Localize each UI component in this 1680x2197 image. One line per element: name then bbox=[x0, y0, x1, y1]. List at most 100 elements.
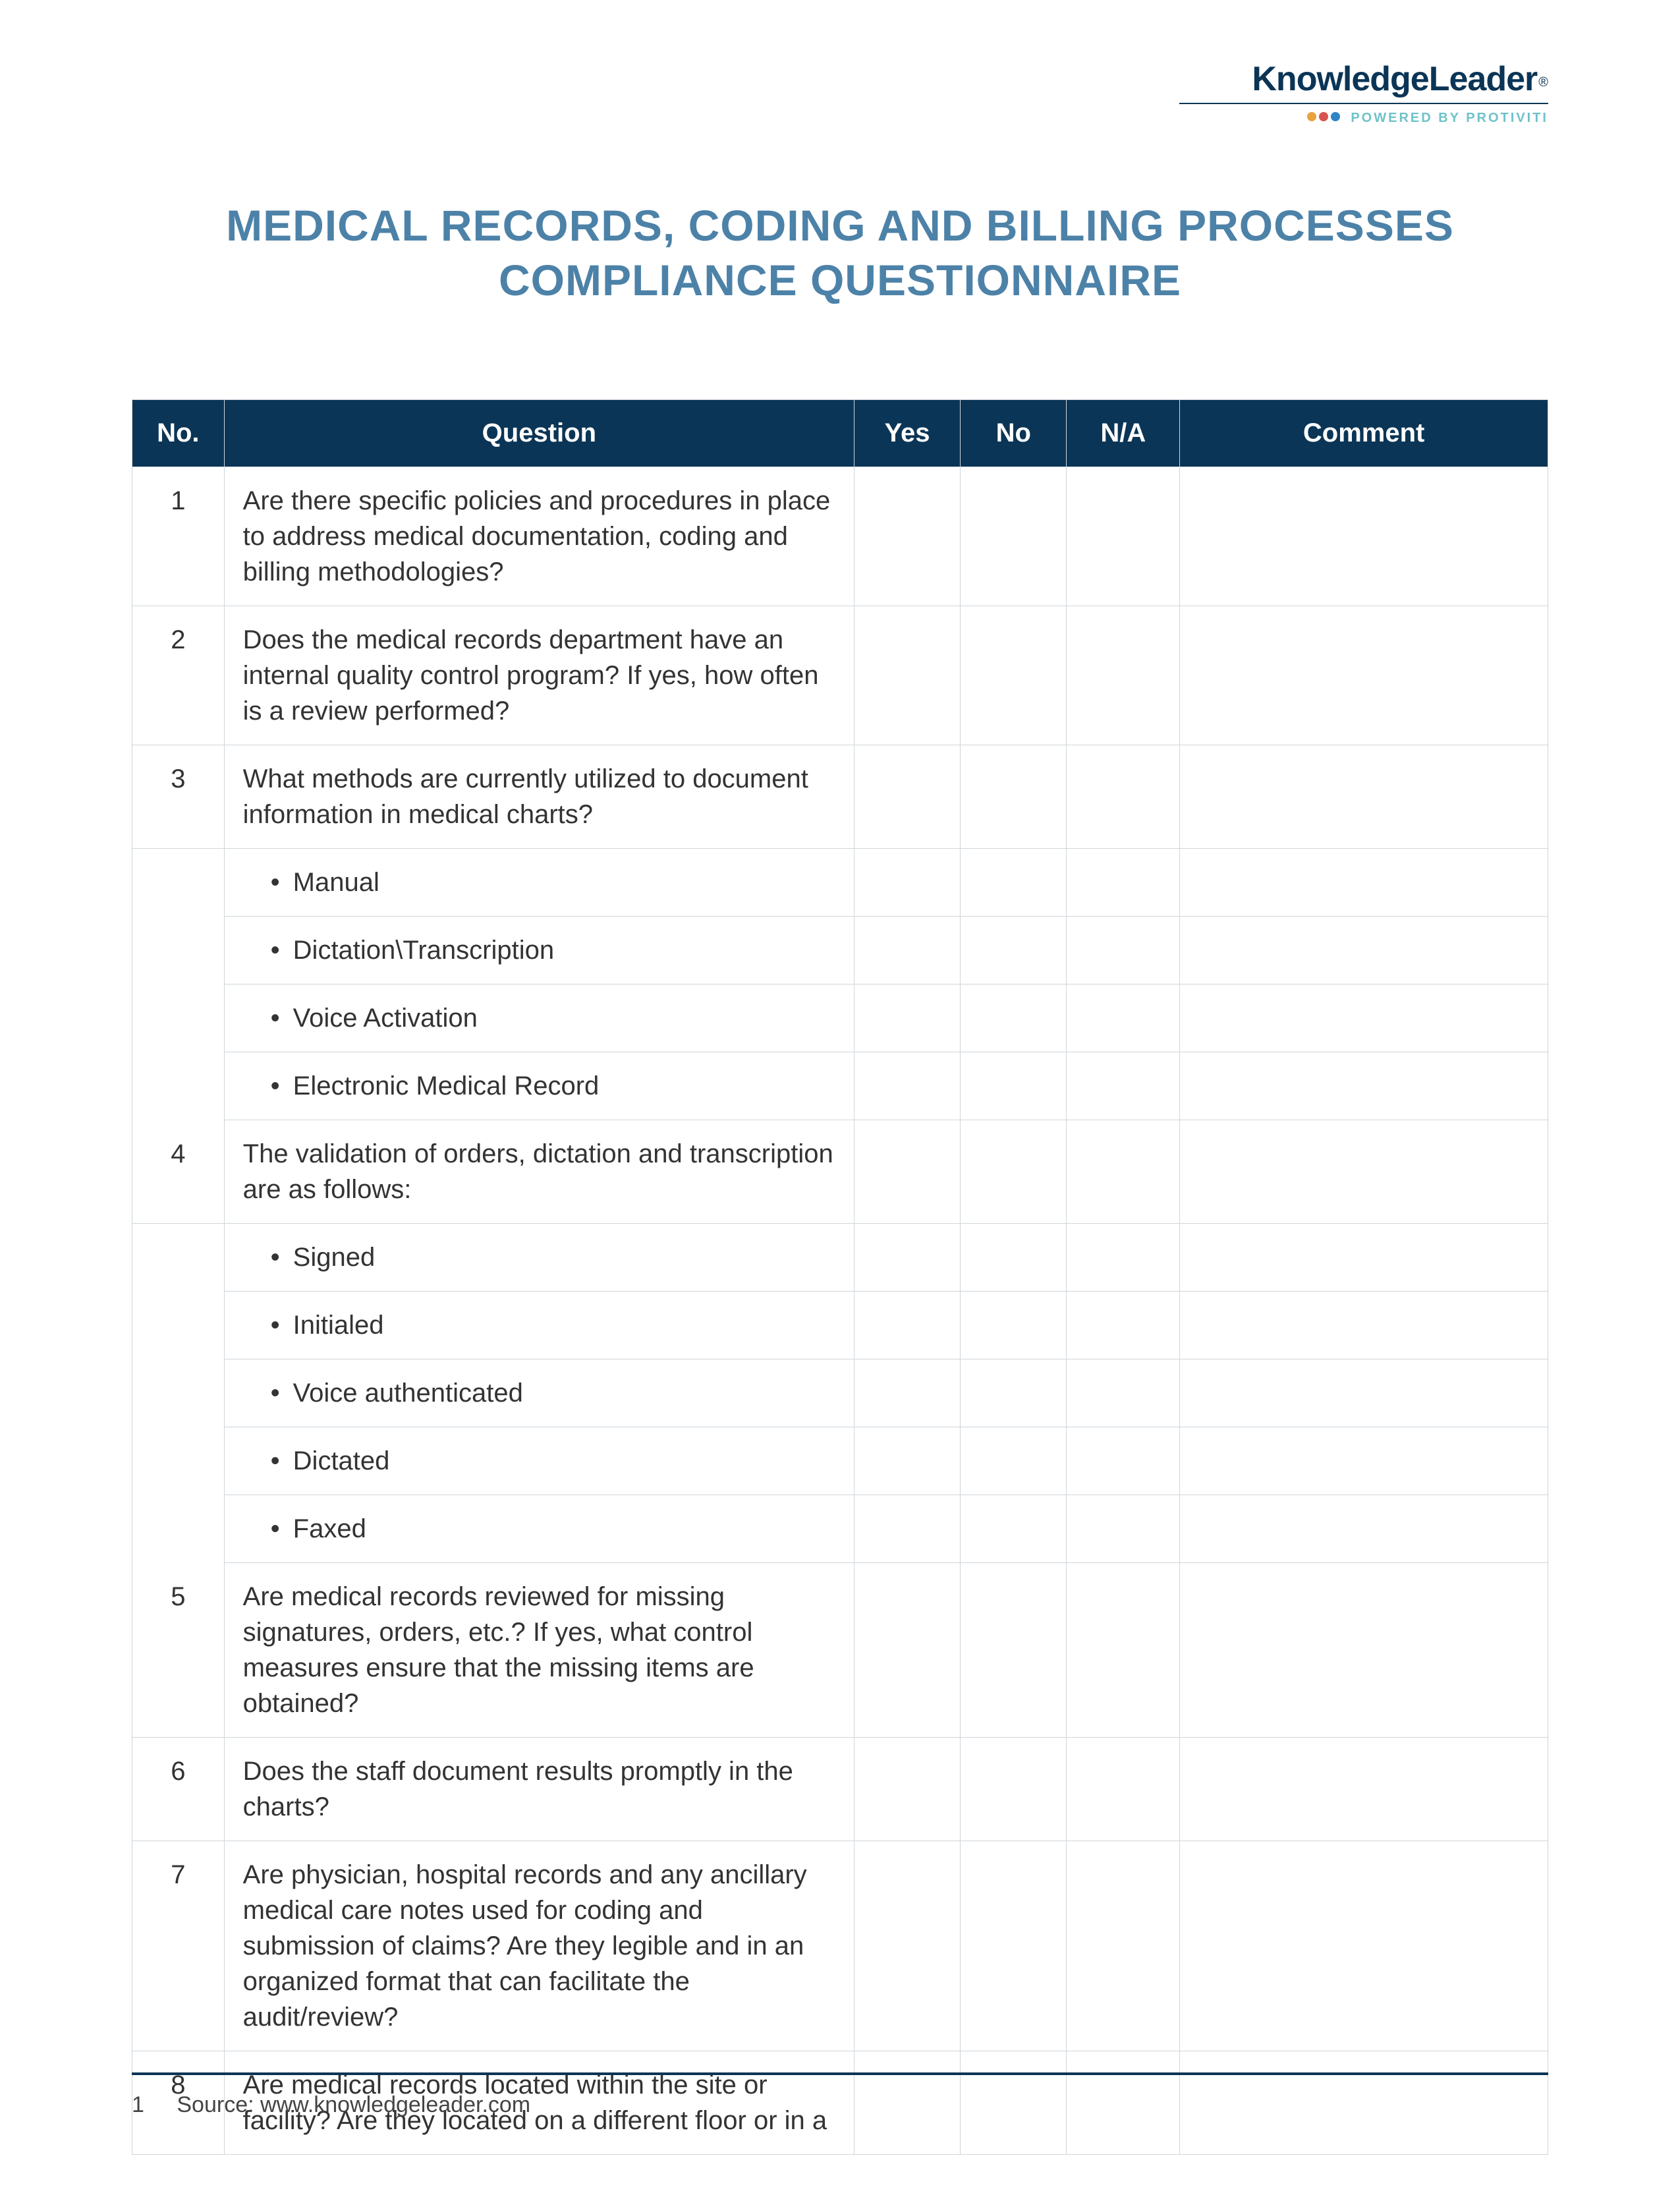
cell-no[interactable] bbox=[961, 745, 1067, 849]
bullet-icon: • bbox=[271, 1375, 293, 1411]
cell-no[interactable] bbox=[961, 467, 1067, 606]
source-label: Source: bbox=[177, 2092, 254, 2117]
cell-na[interactable] bbox=[1067, 1120, 1180, 1224]
cell-na[interactable] bbox=[1067, 606, 1180, 745]
th-question: Question bbox=[224, 400, 854, 467]
cell-comment[interactable] bbox=[1180, 1563, 1548, 1738]
cell-comment[interactable] bbox=[1180, 984, 1548, 1052]
cell-question-sub: •Voice authenticated bbox=[224, 1359, 854, 1427]
cell-comment[interactable] bbox=[1180, 917, 1548, 984]
cell-no[interactable] bbox=[961, 1052, 1067, 1120]
cell-comment[interactable] bbox=[1180, 745, 1548, 849]
cell-no bbox=[132, 1292, 225, 1359]
page-title: MEDICAL RECORDS, CODING AND BILLING PROC… bbox=[132, 198, 1548, 307]
cell-na[interactable] bbox=[1067, 745, 1180, 849]
cell-comment[interactable] bbox=[1180, 1359, 1548, 1427]
cell-no[interactable] bbox=[961, 1563, 1067, 1738]
cell-na[interactable] bbox=[1067, 1292, 1180, 1359]
table-row: 1Are there specific policies and procedu… bbox=[132, 467, 1548, 606]
cell-yes[interactable] bbox=[854, 467, 960, 606]
cell-comment[interactable] bbox=[1180, 1495, 1548, 1563]
cell-comment[interactable] bbox=[1180, 467, 1548, 606]
cell-no[interactable] bbox=[961, 1292, 1067, 1359]
cell-na[interactable] bbox=[1067, 1052, 1180, 1120]
table-row: 2Does the medical records department hav… bbox=[132, 606, 1548, 745]
sub-item-text: Faxed bbox=[293, 1514, 366, 1543]
cell-comment[interactable] bbox=[1180, 849, 1548, 917]
cell-no[interactable] bbox=[961, 1495, 1067, 1563]
cell-no[interactable] bbox=[961, 917, 1067, 984]
cell-comment[interactable] bbox=[1180, 1224, 1548, 1292]
cell-yes[interactable] bbox=[854, 1738, 960, 1841]
title-line-2: COMPLIANCE QUESTIONNAIRE bbox=[499, 256, 1181, 304]
cell-no: 4 bbox=[132, 1120, 225, 1224]
table-row: •Voice authenticated bbox=[132, 1359, 1548, 1427]
cell-no[interactable] bbox=[961, 1120, 1067, 1224]
cell-na[interactable] bbox=[1067, 467, 1180, 606]
cell-comment[interactable] bbox=[1180, 1292, 1548, 1359]
table-row: 6Does the staff document results promptl… bbox=[132, 1738, 1548, 1841]
cell-question: What methods are currently utilized to d… bbox=[224, 745, 854, 849]
cell-na[interactable] bbox=[1067, 1359, 1180, 1427]
cell-no[interactable] bbox=[961, 1427, 1067, 1495]
cell-no bbox=[132, 917, 225, 984]
cell-no[interactable] bbox=[961, 1359, 1067, 1427]
cell-no bbox=[132, 984, 225, 1052]
cell-na[interactable] bbox=[1067, 1495, 1180, 1563]
sub-item-text: Signed bbox=[293, 1243, 376, 1272]
cell-comment[interactable] bbox=[1180, 1052, 1548, 1120]
cell-no[interactable] bbox=[961, 849, 1067, 917]
cell-no[interactable] bbox=[961, 984, 1067, 1052]
cell-yes[interactable] bbox=[854, 1120, 960, 1224]
cell-yes[interactable] bbox=[854, 1841, 960, 2051]
cell-na[interactable] bbox=[1067, 849, 1180, 917]
table-row: •Manual bbox=[132, 849, 1548, 917]
cell-yes[interactable] bbox=[854, 1495, 960, 1563]
cell-na[interactable] bbox=[1067, 984, 1180, 1052]
bullet-icon: • bbox=[271, 1511, 293, 1547]
cell-no[interactable] bbox=[961, 1841, 1067, 2051]
cell-yes[interactable] bbox=[854, 984, 960, 1052]
bullet-icon: • bbox=[271, 1443, 293, 1479]
cell-na[interactable] bbox=[1067, 1563, 1180, 1738]
cell-no[interactable] bbox=[961, 1738, 1067, 1841]
cell-na[interactable] bbox=[1067, 1738, 1180, 1841]
cell-comment[interactable] bbox=[1180, 1120, 1548, 1224]
cell-question: Are medical records reviewed for missing… bbox=[224, 1563, 854, 1738]
cell-yes[interactable] bbox=[854, 606, 960, 745]
cell-yes[interactable] bbox=[854, 1427, 960, 1495]
cell-question-sub: •Faxed bbox=[224, 1495, 854, 1563]
cell-yes[interactable] bbox=[854, 917, 960, 984]
dot-3 bbox=[1331, 112, 1340, 121]
bullet-icon: • bbox=[271, 1240, 293, 1275]
cell-no: 2 bbox=[132, 606, 225, 745]
th-no: No bbox=[961, 400, 1067, 467]
cell-yes[interactable] bbox=[854, 745, 960, 849]
cell-no bbox=[132, 1052, 225, 1120]
cell-comment[interactable] bbox=[1180, 1738, 1548, 1841]
cell-no bbox=[132, 849, 225, 917]
cell-yes[interactable] bbox=[854, 849, 960, 917]
cell-no[interactable] bbox=[961, 606, 1067, 745]
bullet-icon: • bbox=[271, 1307, 293, 1343]
cell-yes[interactable] bbox=[854, 1359, 960, 1427]
cell-comment[interactable] bbox=[1180, 1427, 1548, 1495]
cell-yes[interactable] bbox=[854, 1563, 960, 1738]
page-number: 1 bbox=[132, 2092, 144, 2117]
cell-yes[interactable] bbox=[854, 1292, 960, 1359]
cell-na[interactable] bbox=[1067, 1224, 1180, 1292]
cell-comment[interactable] bbox=[1180, 606, 1548, 745]
cell-na[interactable] bbox=[1067, 917, 1180, 984]
cell-question: The validation of orders, dictation and … bbox=[224, 1120, 854, 1224]
cell-yes[interactable] bbox=[854, 1052, 960, 1120]
cell-comment[interactable] bbox=[1180, 1841, 1548, 2051]
cell-yes[interactable] bbox=[854, 1224, 960, 1292]
cell-na[interactable] bbox=[1067, 1841, 1180, 2051]
th-na: N/A bbox=[1067, 400, 1180, 467]
logo-tagline: POWERED BY PROTIVITI bbox=[1351, 111, 1548, 126]
sub-item-text: Initialed bbox=[293, 1311, 384, 1340]
bullet-icon: • bbox=[271, 1068, 293, 1104]
cell-na[interactable] bbox=[1067, 1427, 1180, 1495]
cell-no[interactable] bbox=[961, 1224, 1067, 1292]
table-row: •Electronic Medical Record bbox=[132, 1052, 1548, 1120]
